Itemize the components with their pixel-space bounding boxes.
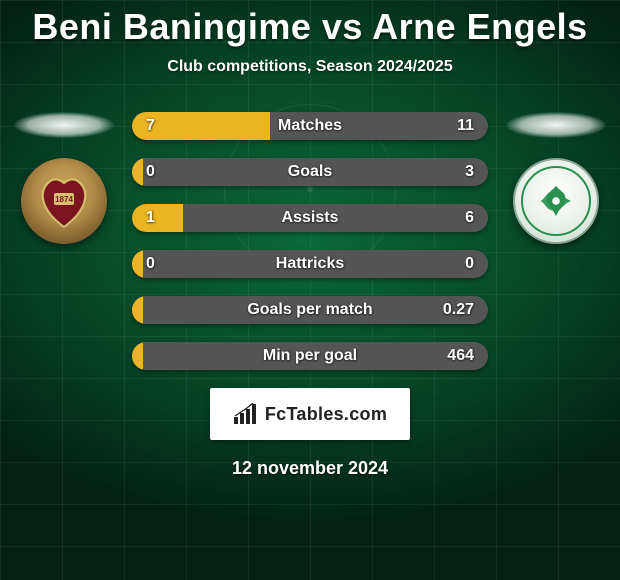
- svg-text:1874: 1874: [55, 195, 73, 204]
- stat-right-value: 464: [447, 347, 474, 365]
- content-wrapper: Beni Baningime vs Arne Engels Club compe…: [0, 0, 620, 580]
- stat-label: Goals: [288, 163, 332, 181]
- right-club-badge: [513, 158, 599, 244]
- stat-bar: 7 Matches 11: [132, 112, 488, 140]
- stat-left-fill: [132, 250, 143, 278]
- stat-bar: 0 Goals 3: [132, 158, 488, 186]
- stat-left-value: 1: [146, 209, 155, 227]
- stat-right-fill: [477, 250, 488, 278]
- stat-right-value: 11: [457, 117, 474, 135]
- right-player-highlight: [506, 112, 606, 138]
- left-club-badge: 1874: [21, 158, 107, 244]
- page-title: Beni Baningime vs Arne Engels: [32, 6, 587, 48]
- stats-bars: 7 Matches 11 0 Goals 3 1 Assists 6 0 Hattricks 0 Goa…: [124, 112, 496, 370]
- stat-left-fill: [132, 296, 143, 324]
- report-date: 12 november 2024: [232, 458, 388, 479]
- stat-left-fill: [132, 342, 143, 370]
- left-player-column: 1874: [4, 112, 124, 244]
- stat-bar: 1 Assists 6: [132, 204, 488, 232]
- stat-label: Assists: [282, 209, 339, 227]
- footer-brand-badge: FcTables.com: [210, 388, 410, 440]
- stat-right-value: 3: [465, 163, 474, 181]
- stat-label: Goals per match: [247, 301, 372, 319]
- celtic-crest-icon: [537, 182, 575, 220]
- footer-brand-text: FcTables.com: [265, 404, 387, 425]
- stat-left-value: 7: [146, 117, 155, 135]
- stat-right-value: 6: [465, 209, 474, 227]
- right-player-column: [496, 112, 616, 244]
- stat-left-fill: [132, 204, 183, 232]
- stat-left-fill: [132, 158, 143, 186]
- fctables-logo-icon: [233, 403, 259, 425]
- left-player-highlight: [14, 112, 114, 138]
- hearts-crest-icon: 1874: [32, 169, 96, 233]
- stat-left-value: 0: [146, 255, 155, 273]
- stat-left-value: 0: [146, 163, 155, 181]
- page-subtitle: Club competitions, Season 2024/2025: [167, 58, 452, 76]
- stat-label: Matches: [278, 117, 342, 135]
- stat-bar: Goals per match 0.27: [132, 296, 488, 324]
- stat-right-value: 0: [465, 255, 474, 273]
- stat-bar: Min per goal 464: [132, 342, 488, 370]
- comparison-row: 1874 7 Matches 11 0 Goals 3 1 Assists 6 0 Hattrick…: [0, 112, 620, 370]
- stat-label: Min per goal: [263, 347, 357, 365]
- stat-bar: 0 Hattricks 0: [132, 250, 488, 278]
- stat-right-value: 0.27: [443, 301, 474, 319]
- stat-label: Hattricks: [276, 255, 344, 273]
